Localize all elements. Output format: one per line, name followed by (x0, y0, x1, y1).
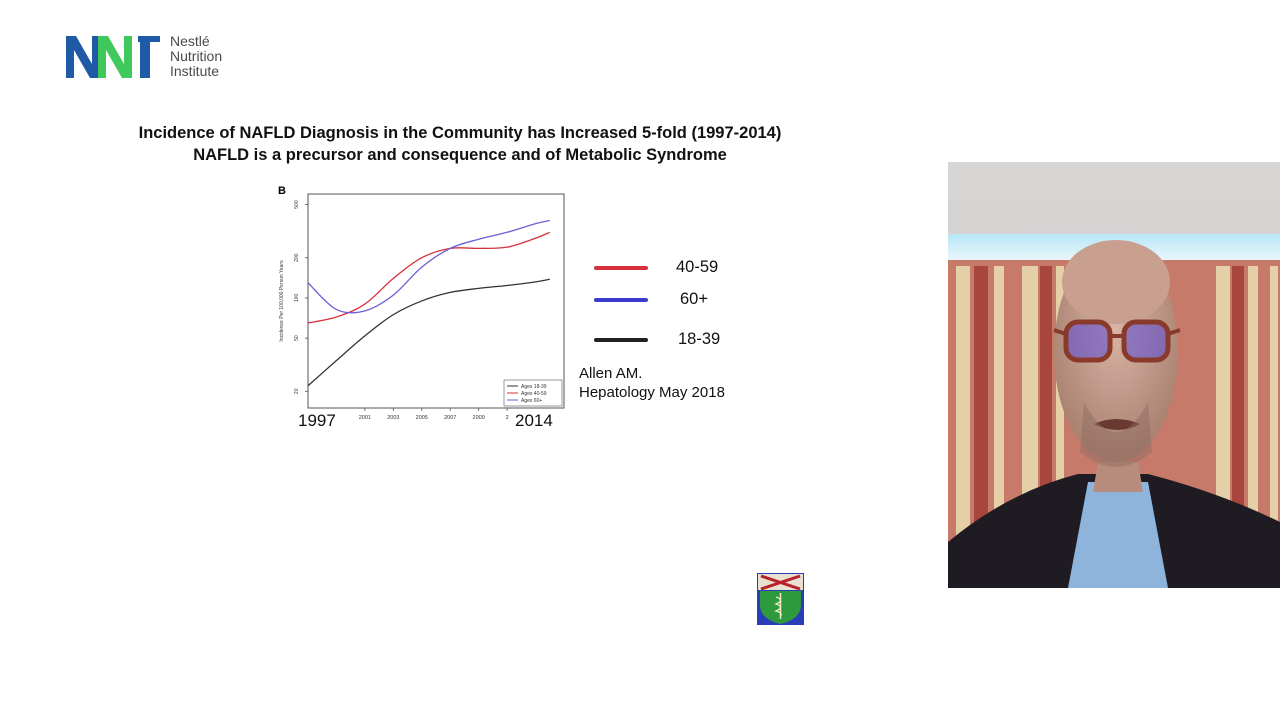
x-tick-label: 2007 (444, 415, 456, 421)
logo-line-2: Nutrition (170, 48, 223, 64)
logo-line-1: Nestlé (170, 33, 210, 49)
year-start-label: 1997 (298, 411, 336, 430)
logo-line-3: Institute (170, 63, 220, 79)
big-legend-item-18-39: 18-39 (592, 327, 772, 353)
incidence-line-chart: B Incidence Per 100,000 Person Years 20 5… (278, 185, 565, 421)
big-legend-label: 60+ (680, 290, 708, 308)
x-tick-label: 2 (506, 415, 509, 421)
big-legend-label: 18-39 (678, 330, 721, 348)
legend-swatch-black (594, 338, 648, 342)
legend-swatch-red (594, 266, 648, 270)
y-tick-label: 50 (294, 335, 300, 341)
presenter-webcam-feed (948, 162, 1280, 588)
big-legend-item-60plus: 60+ (592, 287, 772, 313)
citation-author: Allen AM. (579, 365, 643, 382)
y-tick-label: 20 (294, 388, 300, 394)
x-tick-label: 2003 (387, 415, 399, 421)
series-line-1 (307, 231, 551, 324)
slide-title: Incidence of NAFLD Diagnosis in the Comm… (138, 124, 782, 142)
year-end-label: 2014 (515, 411, 553, 430)
glasses-icon (1053, 319, 1181, 363)
university-crest-icon (757, 573, 804, 625)
nni-logo-mark (66, 36, 160, 78)
nni-logo: Nestlé Nutrition Institute (64, 34, 244, 82)
series-line-0 (307, 278, 550, 387)
chart-legend-label: Ages 60+ (521, 398, 542, 404)
citation-journal: Hepatology May 2018 (579, 384, 725, 401)
big-legend: 40-59 60+ 18-39 (592, 255, 772, 355)
plot-frame (307, 193, 565, 409)
x-tick-label: 2001 (359, 415, 371, 421)
legend-swatch-blue (594, 298, 648, 302)
big-legend-item-40-59: 40-59 (592, 255, 772, 281)
chart-legend-label: Ages 40-59 (521, 391, 547, 397)
slide-subtitle: NAFLD is a precursor and consequence and… (193, 146, 727, 164)
presentation-slide: Incidence of NAFLD Diagnosis in the Comm… (110, 108, 810, 628)
x-tick-label: 2009 (473, 415, 485, 421)
citation: Allen AM. Hepatology May 2018 (579, 364, 725, 402)
panel-label: B (278, 185, 286, 197)
big-legend-label: 40-59 (676, 258, 719, 276)
y-tick-label: 500 (294, 200, 300, 209)
y-axis-label: Incidence Per 100,000 Person Years (279, 260, 285, 342)
series-line-2 (307, 219, 550, 314)
logo-text: Nestlé Nutrition Institute (170, 34, 222, 79)
chart-legend-label: Ages 18-39 (521, 384, 547, 390)
y-tick-label: 100 (294, 294, 300, 303)
y-tick-label: 200 (294, 253, 300, 262)
x-tick-label: 2005 (416, 415, 428, 421)
